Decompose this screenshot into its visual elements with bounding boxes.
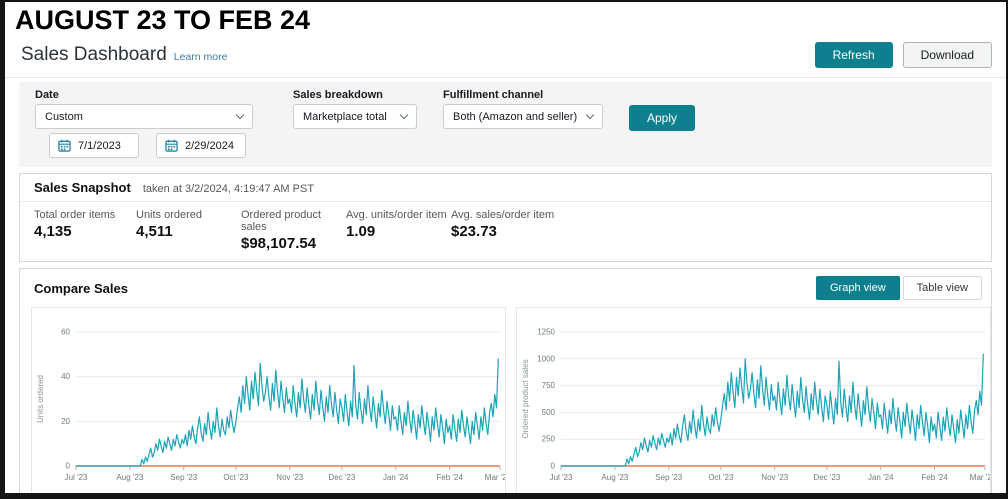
svg-text:0: 0	[551, 462, 556, 471]
date-to-value: 2/29/2024	[185, 139, 234, 152]
svg-text:Feb '24: Feb '24	[436, 473, 463, 482]
svg-text:Aug '23: Aug '23	[116, 473, 143, 482]
ordered-product-sales-chart-panel: 0 250 500 750 1000 1250 Ordered product sales J…	[516, 307, 991, 493]
metric-units-ordered: Units ordered 4,511	[136, 209, 203, 240]
metric-ordered-product-sales: Ordered product sales $98,107.54	[241, 209, 322, 252]
sales-breakdown-select[interactable]: Marketplace total	[293, 104, 417, 129]
svg-text:Dec '23: Dec '23	[328, 473, 355, 482]
date-filter-label: Date	[35, 89, 59, 101]
metric-total-order-items: Total order items 4,135	[34, 209, 116, 240]
refresh-button[interactable]: Refresh	[814, 42, 893, 68]
svg-text:Mar '24: Mar '24	[970, 473, 990, 482]
svg-text:Nov '23: Nov '23	[761, 473, 788, 482]
svg-text:250: 250	[542, 435, 556, 444]
svg-text:1000: 1000	[537, 354, 555, 363]
svg-text:750: 750	[542, 381, 556, 390]
sales-snapshot-card: Sales Snapshot taken at 3/2/2024, 4:19:4…	[19, 173, 992, 262]
svg-text:20: 20	[61, 417, 70, 426]
metric-avg-sales-order-item: Avg. sales/order item $23.73	[451, 209, 555, 240]
svg-text:Feb '24: Feb '24	[921, 473, 948, 482]
date-from-value: 7/1/2023	[78, 139, 121, 152]
apply-button[interactable]: Apply	[629, 105, 696, 131]
svg-text:Ordered product sales: Ordered product sales	[521, 359, 530, 438]
sales-snapshot-title: Sales Snapshot	[34, 180, 131, 195]
download-button[interactable]: Download	[902, 42, 992, 68]
units-ordered-chart-panel: 0 20 40 60 Units ordered Jul '23 Aug '23 Sep '2…	[31, 307, 506, 493]
snapshot-timestamp: taken at 3/2/2024, 4:19:47 AM PST	[142, 183, 315, 195]
view-toggle: Graph view Table view	[816, 276, 982, 300]
compare-sales-card: Compare Sales Graph view Table view 0 20 4…	[19, 268, 992, 499]
svg-text:500: 500	[542, 408, 556, 417]
svg-text:Jan '24: Jan '24	[383, 473, 409, 482]
date-range-value: Custom	[45, 110, 83, 123]
svg-text:40: 40	[61, 372, 70, 381]
table-view-button[interactable]: Table view	[902, 276, 982, 300]
annotation-title: AUGUST 23 TO FEB 24	[15, 5, 311, 35]
units-ordered-chart: 0 20 40 60 Units ordered Jul '23 Aug '23 Sep '2…	[36, 328, 505, 483]
sales-breakdown-value: Marketplace total	[303, 110, 387, 123]
ordered-product-sales-chart: 0 250 500 750 1000 1250 Ordered product sales J…	[521, 328, 990, 483]
fulfillment-channel-label: Fulfillment channel	[443, 89, 544, 101]
compare-legend: Compare What's this Selected date range …	[20, 494, 991, 499]
date-to-input[interactable]: 2/29/2024	[156, 133, 246, 158]
svg-text:Aug '23: Aug '23	[601, 473, 628, 482]
date-range-select[interactable]: Custom	[35, 104, 253, 129]
date-from-input[interactable]: 7/1/2023	[49, 133, 139, 158]
charts-row: 0 20 40 60 Units ordered Jul '23 Aug '23 Sep '2…	[20, 307, 991, 493]
svg-text:1250: 1250	[537, 328, 555, 337]
svg-text:Nov '23: Nov '23	[276, 473, 303, 482]
svg-text:Dec '23: Dec '23	[813, 473, 840, 482]
calendar-icon[interactable]	[165, 139, 178, 152]
filter-panel: Date Custom 7/1/2023 2/29/2024	[19, 82, 992, 167]
page-title: Sales Dashboard	[21, 44, 167, 65]
svg-text:Sep '23: Sep '23	[170, 473, 197, 482]
metric-avg-units-order-item: Avg. units/order item 1.09	[346, 209, 447, 240]
learn-more-link[interactable]: Learn more	[173, 51, 228, 63]
svg-text:Mar '24: Mar '24	[485, 473, 505, 482]
fulfillment-channel-value: Both (Amazon and seller)	[453, 110, 578, 123]
chevron-down-icon	[235, 110, 245, 120]
svg-text:Jul '23: Jul '23	[65, 473, 88, 482]
chevron-down-icon	[585, 110, 595, 120]
svg-text:Oct '23: Oct '23	[708, 473, 734, 482]
dashboard-header: Sales Dashboard Learn more Refresh Downl…	[5, 37, 1006, 78]
svg-text:Sep '23: Sep '23	[655, 473, 682, 482]
svg-text:Oct '23: Oct '23	[223, 473, 249, 482]
sales-breakdown-label: Sales breakdown	[293, 89, 383, 101]
svg-text:60: 60	[61, 328, 70, 337]
svg-text:Jan '24: Jan '24	[868, 473, 894, 482]
svg-text:0: 0	[66, 462, 71, 471]
graph-view-button[interactable]: Graph view	[816, 276, 900, 300]
svg-text:Jul '23: Jul '23	[550, 473, 573, 482]
svg-text:Units ordered: Units ordered	[36, 375, 45, 423]
chevron-down-icon	[399, 110, 409, 120]
calendar-icon[interactable]	[58, 139, 71, 152]
fulfillment-channel-select[interactable]: Both (Amazon and seller)	[443, 104, 603, 129]
compare-sales-title: Compare Sales	[34, 280, 128, 296]
